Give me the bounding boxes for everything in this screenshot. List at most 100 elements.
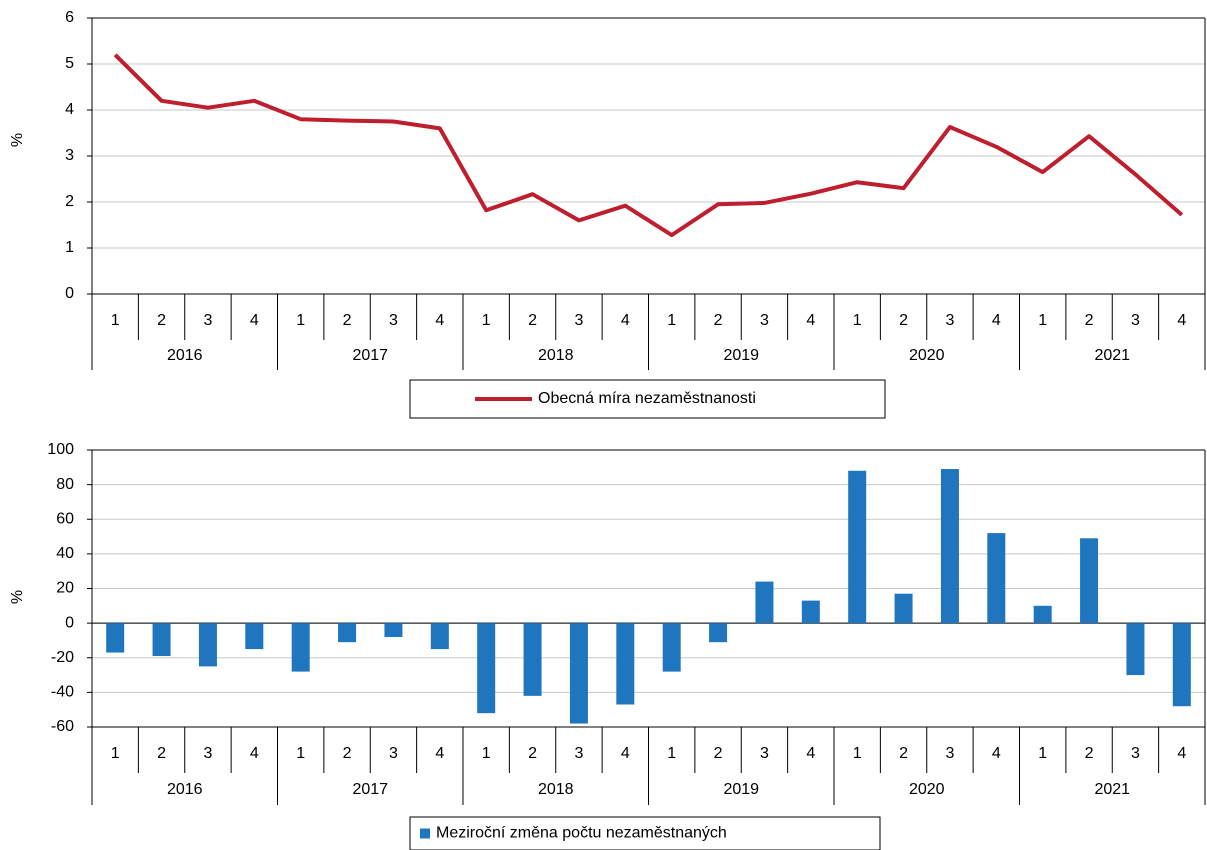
year-label: 2017 [352, 781, 388, 798]
year-label: 2020 [909, 347, 945, 364]
x-tick-label: 2 [1085, 312, 1094, 329]
x-tick-label: 2 [343, 745, 352, 762]
x-tick-label: 2 [157, 745, 166, 762]
x-tick-label: 3 [574, 745, 583, 762]
y-tick-label: 60 [56, 510, 74, 527]
bar [338, 623, 357, 643]
x-tick-label: 1 [853, 312, 862, 329]
x-tick-label: 3 [574, 312, 583, 329]
x-tick-label: 3 [203, 312, 212, 329]
x-tick-label: 1 [1038, 312, 1047, 329]
x-tick-label: 1 [296, 312, 305, 329]
x-tick-label: 2 [899, 745, 908, 762]
x-tick-label: 4 [250, 312, 259, 329]
bar [1172, 623, 1191, 707]
x-tick-label: 2 [528, 745, 537, 762]
y-tick-label: 1 [65, 239, 74, 256]
y-tick-label: 40 [56, 545, 74, 562]
bar [616, 623, 635, 705]
bar [987, 533, 1006, 624]
x-tick-label: 4 [806, 312, 815, 329]
x-tick-label: 2 [343, 312, 352, 329]
x-tick-label: 4 [1177, 745, 1186, 762]
year-label: 2017 [352, 347, 388, 364]
line [113, 53, 1184, 238]
bar [755, 581, 774, 624]
y-tick-label: 4 [65, 101, 74, 118]
y-tick-label: -60 [51, 718, 74, 735]
bar [291, 623, 310, 672]
bar [1126, 623, 1145, 676]
bar [430, 623, 449, 650]
x-tick-label: 1 [111, 745, 120, 762]
x-tick-label: 1 [667, 312, 676, 329]
bar [801, 600, 820, 624]
x-tick-label: 2 [899, 312, 908, 329]
x-tick-label: 2 [714, 312, 723, 329]
bar [1033, 605, 1052, 624]
y-tick-label: -40 [51, 684, 74, 701]
x-tick-label: 3 [760, 745, 769, 762]
bar [662, 623, 681, 672]
year-label: 2021 [1094, 347, 1130, 364]
year-label: 2020 [909, 781, 945, 798]
year-label: 2016 [167, 347, 203, 364]
legend-swatch [420, 828, 430, 839]
bar [894, 593, 913, 624]
y-tick-label: 0 [65, 614, 74, 631]
bar [940, 469, 959, 624]
x-tick-label: 1 [482, 745, 491, 762]
x-tick-label: 4 [992, 745, 1001, 762]
bar [569, 623, 588, 724]
legend-label: Obecná míra nezaměstnanosti [538, 390, 756, 407]
x-tick-label: 3 [945, 745, 954, 762]
legend-box [409, 816, 881, 850]
x-tick-label: 2 [714, 745, 723, 762]
x-tick-label: 4 [992, 312, 1001, 329]
year-label: 2021 [1094, 781, 1130, 798]
y-axis-label: % [9, 590, 26, 604]
x-tick-label: 4 [1177, 312, 1186, 329]
x-tick-label: 2 [1085, 745, 1094, 762]
x-tick-label: 3 [389, 312, 398, 329]
x-tick-label: 4 [250, 745, 259, 762]
y-tick-label: 6 [65, 9, 74, 26]
x-tick-label: 3 [389, 745, 398, 762]
x-tick-label: 1 [1038, 745, 1047, 762]
x-tick-label: 1 [853, 745, 862, 762]
year-label: 2018 [538, 347, 574, 364]
bar [477, 623, 496, 714]
x-tick-label: 4 [621, 312, 630, 329]
x-tick-label: 1 [667, 745, 676, 762]
bar [245, 623, 264, 650]
y-tick-label: 3 [65, 147, 74, 164]
x-tick-label: 3 [945, 312, 954, 329]
x-tick-label: 1 [296, 745, 305, 762]
y-tick-label: -20 [51, 649, 74, 666]
bar [152, 623, 171, 657]
x-tick-label: 3 [760, 312, 769, 329]
y-tick-label: 20 [56, 580, 74, 597]
x-tick-label: 4 [621, 745, 630, 762]
x-tick-label: 3 [203, 745, 212, 762]
bar [523, 623, 542, 696]
y-tick-label: 5 [65, 55, 74, 72]
x-tick-label: 4 [435, 312, 444, 329]
x-tick-label: 4 [435, 745, 444, 762]
y-tick-label: 0 [65, 285, 74, 302]
y-tick-label: 80 [56, 476, 74, 493]
bar [384, 623, 403, 637]
x-tick-label: 3 [1131, 312, 1140, 329]
x-tick-label: 1 [482, 312, 491, 329]
bar [1080, 538, 1099, 624]
bar [848, 470, 867, 624]
y-axis-label: % [9, 133, 26, 147]
x-tick-label: 2 [528, 312, 537, 329]
bar [198, 623, 217, 667]
legend-label: Meziroční změna počtu nezaměstnaných [436, 825, 727, 842]
bar [709, 623, 728, 643]
year-label: 2016 [167, 781, 203, 798]
x-tick-label: 1 [111, 312, 120, 329]
year-label: 2019 [723, 347, 759, 364]
